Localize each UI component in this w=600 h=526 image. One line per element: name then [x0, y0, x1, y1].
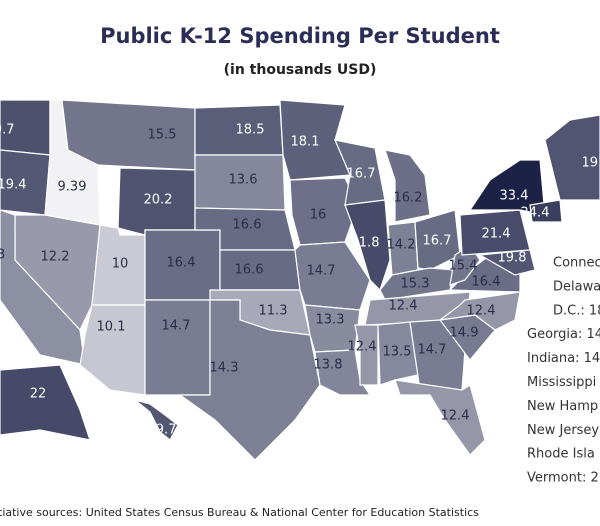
region: [79, 304, 146, 396]
region-value: 13: [0, 248, 5, 263]
region-value: 20.2: [144, 193, 173, 208]
region-value: 33.4: [500, 189, 529, 204]
region-value: 16.4: [167, 256, 196, 271]
region-value: 14.9: [450, 326, 479, 341]
region-value: 12.4: [389, 299, 418, 314]
region-value: 19.9: [582, 156, 600, 171]
callout-label: D.C.: 18: [553, 303, 600, 318]
region: [314, 349, 372, 396]
region: [144, 299, 211, 396]
labels: 20.7 19.4 9.39 15.5 20.2 12.2 13 10 16.4 10.1 14.7…: [0, 123, 600, 438]
region-value: 16.7: [423, 234, 452, 249]
region-value: 13.5: [383, 345, 412, 360]
region: [409, 319, 466, 391]
region-value: 16.6: [235, 263, 264, 278]
region: [468, 159, 546, 216]
region-value: 12.4: [348, 340, 377, 355]
callout-label: New Jersey: [527, 423, 599, 438]
region: [61, 99, 196, 171]
region-value: 19.4: [0, 178, 26, 193]
region-value: 14.3: [210, 361, 239, 376]
region-value: 16: [310, 208, 327, 223]
map-subtitle: (in thousands USD): [224, 62, 377, 78]
region-value: 14.7: [307, 264, 336, 279]
regions: [0, 99, 600, 461]
region: [414, 209, 461, 271]
callout-label: Vermont: 2: [527, 471, 599, 486]
region-value: 9.39: [58, 180, 87, 195]
region: [439, 291, 521, 331]
region-value: 14.7: [162, 319, 191, 334]
callout-label: Georgia: 14: [527, 327, 600, 342]
region: [394, 379, 486, 456]
region-value: 19.7: [148, 423, 177, 438]
region-value: 15.3: [401, 277, 430, 292]
region-value: 16.6: [233, 218, 262, 233]
region-value: 24.4: [521, 206, 550, 221]
region: [544, 114, 600, 201]
region-value: 15.5: [148, 128, 177, 143]
region: [478, 249, 536, 276]
callout-label: Connec: [553, 256, 600, 271]
region-value: 21.4: [482, 227, 511, 242]
region-value: 16.7: [347, 167, 376, 182]
region-value: 12.4: [441, 409, 470, 424]
region-value: 12.4: [467, 304, 496, 319]
region-value: 13.8: [314, 358, 343, 373]
region-value: 20.7: [0, 123, 14, 138]
region-value: 18.5: [236, 123, 265, 138]
region-value: 13.3: [316, 313, 345, 328]
region-value: 14.7: [418, 343, 447, 358]
region-value: 19.8: [498, 251, 527, 266]
region: [529, 199, 563, 223]
region: [0, 364, 91, 441]
callout-label: Delawa: [553, 279, 600, 294]
source-note: tiative sources: United States Census Bu…: [0, 506, 479, 519]
region-value: 12.2: [41, 250, 70, 265]
region-value: 13.6: [229, 173, 258, 188]
region: [178, 299, 321, 461]
region-value: 10.1: [97, 320, 126, 335]
region-value: 11.3: [259, 304, 288, 319]
region-value: 14.2: [387, 238, 416, 253]
region-value: 22: [30, 387, 47, 402]
region-value: 15.4: [449, 259, 478, 274]
map-title: Public K-12 Spending Per Student: [100, 24, 500, 48]
callout-label: Indiana: 14: [527, 351, 600, 366]
region-value: 16.2: [394, 191, 423, 206]
region-value: 21.8: [351, 236, 380, 251]
region: [134, 399, 179, 441]
region: [384, 149, 431, 223]
callout-label: Rhode Isla: [527, 447, 595, 462]
region: [377, 321, 419, 386]
region-value: 10: [112, 257, 129, 272]
region: [354, 324, 379, 386]
callout-label: Mississippi: [527, 375, 596, 390]
region-value: 16.4: [472, 275, 501, 290]
region-value: 18.1: [291, 135, 320, 150]
callout-label: New Hamp: [527, 399, 598, 414]
